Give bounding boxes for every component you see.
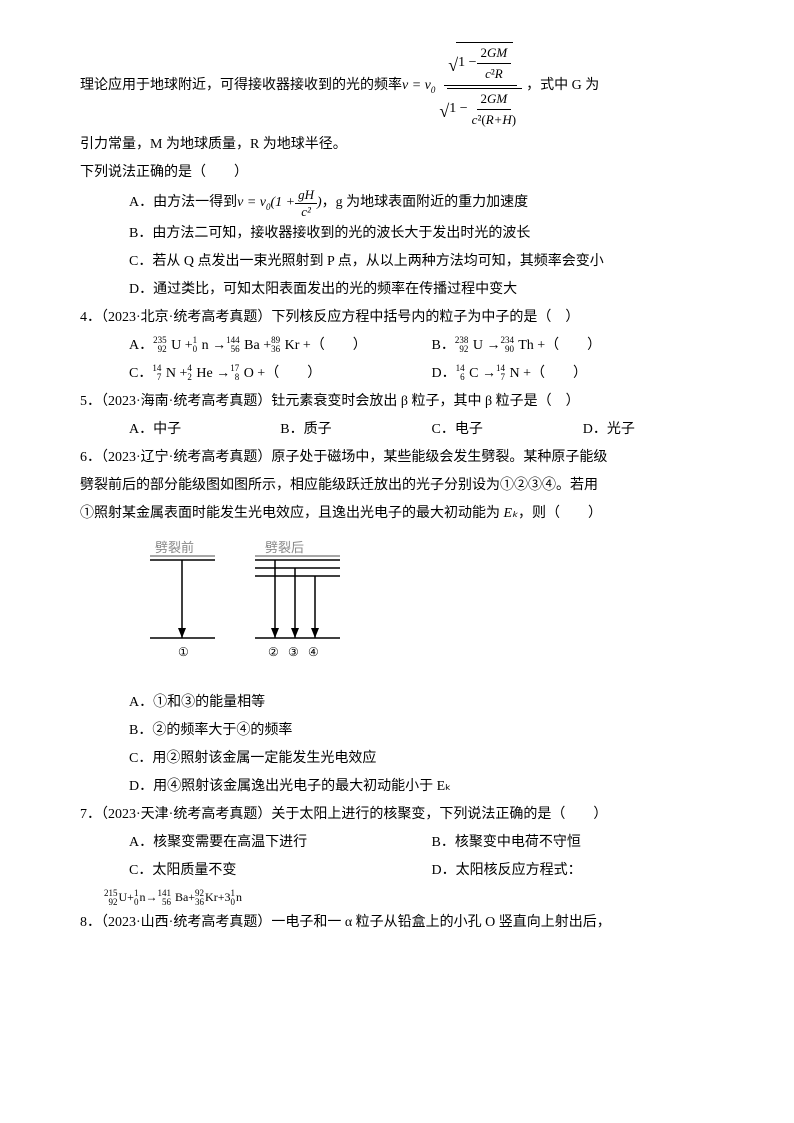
svg-text:①: ① [178,645,189,659]
option-a: A．由方法一得到 ν = ν0(1 + gHc² ) ，g 为地球表面附近的重力… [129,187,734,219]
q7-d: D．太阳核反应方程式： [432,857,735,885]
q4-row1: A．23592 U +10 n →14456 Ba +8936 Kr +（ ） … [129,332,734,360]
label-before: 劈裂前 [155,540,194,555]
q6-c: C．用②照射该金属一定能发生光电效应 [129,745,734,773]
q7-row1: A．核聚变需要在高温下进行 B．核聚变中电荷不守恒 [129,829,734,857]
q7-b: B．核聚变中电荷不守恒 [432,829,735,857]
q6-3: ①照射某金属表面时能发生光电效应，且逸出光电子的最大初动能为 Eₖ，则（ ） [80,500,734,528]
q4-d: D．146 C →147 N +（ ） [432,360,735,388]
q5-a: A．中子 [129,416,280,444]
q5: 5．（2023·海南·统考高考真题）钍元素衰变时会放出 β 粒子，其中 β 粒子… [80,388,734,416]
diagram-svg: 劈裂前 劈裂后 ① ② ③ ④ [140,538,360,668]
q7-a: A．核聚变需要在高温下进行 [129,829,432,857]
optA-b: ，g 为地球表面附近的重力加速度 [322,189,529,217]
q7-eq: 21592U+10n→14156 Ba+9236Kr+310n [104,885,734,909]
energy-diagram: 劈裂前 劈裂后 ① ② ③ ④ [140,538,734,679]
svg-text:③: ③ [288,645,299,659]
big-fraction: 1 − 2GMc²R 1 − 2GMc²(R+H) [435,40,526,131]
intro-line-2: 引力常量，M 为地球质量，R 为地球半径。 [80,131,734,159]
q6-1: 6．（2023·辽宁·统考高考真题）原子处于磁场中，某些能级会发生劈裂。某种原子… [80,444,734,472]
q6-d: D．用④照射该金属逸出光电子的最大初动能小于 Eₖ [129,773,734,801]
q7: 7．（2023·天津·统考高考真题）关于太阳上进行的核聚变，下列说法正确的是（ … [80,801,734,829]
intro1-b: ，式中 G 为 [526,72,599,100]
q5-d: D．光子 [583,416,734,444]
label-after: 劈裂后 [265,540,304,555]
q7-c: C．太阳质量不变 [129,857,432,885]
q6-a: A．①和③的能量相等 [129,689,734,717]
intro-line-1: 理论应用于地球附近，可得接收器接收到的光的频率 ν = ν0 1 − 2GMc²… [80,40,734,131]
intro1-a: 理论应用于地球附近，可得接收器接收到的光的频率 [80,72,402,100]
q6-2: 劈裂前后的部分能级图如图所示，相应能级跃迁放出的光子分别设为①②③④。若用 [80,472,734,500]
option-c: C．若从 Q 点发出一束光照射到 P 点，从以上两种方法均可知，其频率会变小 [129,248,734,276]
optA-a: A．由方法一得到 [129,189,237,217]
q4-c: C．147 N +42 He →178 O +（ ） [129,360,432,388]
optA-formula: ν = ν0(1 + [237,189,295,217]
q7-row2: C．太阳质量不变 D．太阳核反应方程式： [129,857,734,885]
q4-b: B．23892 U →23490 Th +（ ） [432,332,735,360]
q4-a: A．23592 U +10 n →14456 Ba +8936 Kr +（ ） [129,332,432,360]
q8: 8．（2023·山西·统考高考真题）一电子和一 α 粒子从铅盒上的小孔 O 竖直… [80,909,734,937]
q6-b: B．②的频率大于④的频率 [129,717,734,745]
svg-text:②: ② [268,645,279,659]
formula-nu: ν = ν0 [402,72,435,100]
q5-b: B．质子 [280,416,431,444]
optA-frac: gHc² [295,187,317,219]
q5-options: A．中子 B．质子 C．电子 D．光子 [129,416,734,444]
q5-c: C．电子 [432,416,583,444]
svg-text:④: ④ [308,645,319,659]
q4-row2: C．147 N +42 He →178 O +（ ） D．146 C →147 … [129,360,734,388]
intro-line-3: 下列说法正确的是（ ） [80,159,734,187]
option-b: B．由方法二可知，接收器接收到的光的波长大于发出时光的波长 [129,220,734,248]
q4: 4．（2023·北京·统考高考真题）下列核反应方程中括号内的粒子为中子的是（ ） [80,304,734,332]
option-d: D．通过类比，可知太阳表面发出的光的频率在传播过程中变大 [129,276,734,304]
